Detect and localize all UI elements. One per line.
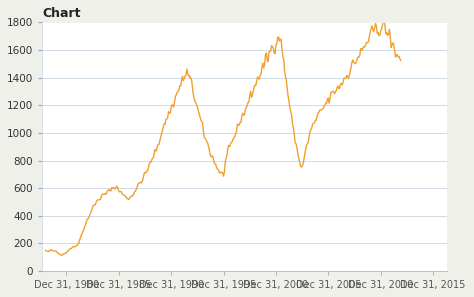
Text: Chart: Chart	[42, 7, 81, 20]
